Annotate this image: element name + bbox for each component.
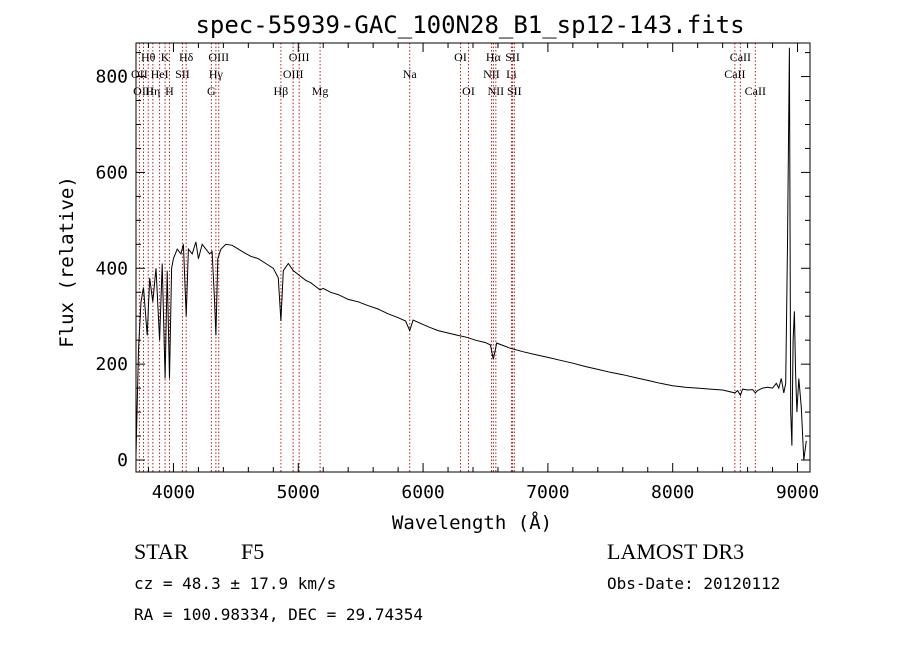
- spectrum-line: [135, 47, 807, 461]
- x-tick-label-0: 4000: [152, 482, 195, 503]
- y-tick-label-1: 200: [95, 354, 128, 375]
- line-label-9: G: [207, 84, 216, 98]
- line-label-11: OIII: [208, 50, 229, 64]
- line-label-19: NII: [483, 67, 500, 81]
- line-label-7: SII: [175, 67, 190, 81]
- line-label-8: Hδ: [179, 50, 194, 64]
- obs-date: Obs-Date: 20120112: [607, 574, 780, 593]
- x-tick-label-1: 5000: [277, 482, 320, 503]
- redshift-text: cz = 48.3 ± 17.9 km/s: [134, 574, 336, 593]
- line-markers: [138, 43, 756, 472]
- x-axis: 4000 5000 6000 7000 8000 9000: [147, 43, 819, 503]
- x-tick-label-3: 7000: [526, 482, 569, 503]
- line-label-4: HeI: [151, 67, 169, 81]
- survey-name: LAMOST DR3: [607, 539, 744, 564]
- y-tick-label-0: 0: [117, 450, 128, 471]
- line-label-13: OIII: [283, 67, 304, 81]
- line-label-15: Mg: [312, 84, 329, 98]
- plot-frame: [135, 42, 811, 473]
- x-tick-label-4: 8000: [651, 482, 694, 503]
- x-axis-label: Wavelength (Å): [392, 511, 552, 534]
- line-label-17: OI: [454, 50, 467, 64]
- line-label-24: SII: [507, 84, 522, 98]
- x-tick-label-2: 6000: [401, 482, 444, 503]
- line-label-14: OIII: [289, 50, 310, 64]
- line-label-20: Hα: [486, 50, 502, 64]
- line-label-0: Hθ: [141, 50, 156, 64]
- y-tick-label-2: 400: [95, 258, 128, 279]
- x-tick-label-5: 9000: [776, 482, 819, 503]
- chart-title: spec-55939-GAC_100N28_B1_sp12-143.fits: [195, 11, 744, 39]
- line-label-1: OII: [131, 67, 148, 81]
- object-class: STAR: [134, 539, 189, 564]
- line-label-23: SII: [505, 50, 520, 64]
- y-tick-label-3: 600: [95, 162, 128, 183]
- object-subclass: F5: [241, 539, 264, 564]
- line-label-27: CaII: [745, 84, 766, 98]
- line-label-16: Na: [403, 67, 418, 81]
- line-label-12: Hβ: [274, 84, 289, 98]
- line-label-18: OI: [462, 84, 475, 98]
- line-label-3: Hη: [145, 84, 160, 98]
- line-label-22: Li: [506, 67, 517, 81]
- y-tick-label-4: 800: [95, 67, 128, 88]
- line-label-5: K: [161, 50, 170, 64]
- line-labels: HθOIIOIIIHηHeIKHSIIHδGHγOIIIHβOIIIOIIIMg…: [131, 50, 766, 98]
- y-axis-label: Flux (relative): [56, 176, 78, 348]
- line-label-2: OIII: [133, 84, 154, 98]
- line-label-26: CaII: [730, 50, 751, 64]
- y-axis: 0 200 400 600 800: [95, 52, 810, 471]
- line-label-25: CaII: [724, 67, 745, 81]
- line-label-21: NII: [488, 84, 505, 98]
- coordinates-text: RA = 100.98334, DEC = 29.74354: [134, 605, 423, 624]
- line-label-10: Hγ: [209, 67, 224, 81]
- line-label-6: H: [165, 84, 174, 98]
